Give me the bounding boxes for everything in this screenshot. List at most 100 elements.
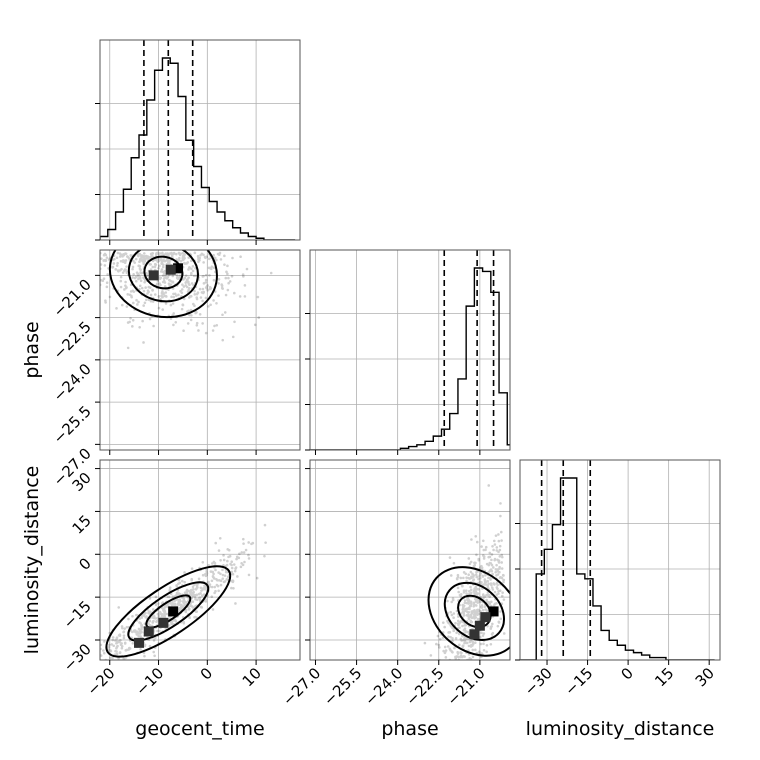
sample-point <box>217 571 220 574</box>
sample-point <box>463 641 466 645</box>
sample-point <box>202 586 206 590</box>
sample-point <box>216 252 220 256</box>
sample-point <box>151 265 155 269</box>
sample-point <box>118 255 122 258</box>
sample-point <box>198 258 201 262</box>
sample-point <box>161 280 165 284</box>
sample-point <box>181 303 185 307</box>
sample-point <box>136 253 140 257</box>
sample-point <box>496 569 499 573</box>
sample-point <box>204 281 208 284</box>
sample-point <box>461 624 464 628</box>
sample-point <box>122 657 126 660</box>
sample-point <box>169 602 172 605</box>
sample-point <box>195 311 198 314</box>
sample-point <box>163 605 167 609</box>
sample-point <box>456 650 459 654</box>
sample-point <box>204 296 208 300</box>
sample-point <box>189 294 193 298</box>
sample-point <box>195 321 199 325</box>
sample-point <box>179 252 182 256</box>
sample-point <box>158 277 162 281</box>
sample-point <box>152 614 156 618</box>
sample-point <box>226 548 230 551</box>
sample-point <box>138 260 141 263</box>
sample-point <box>172 251 176 255</box>
sample-point <box>166 252 170 255</box>
sample-point <box>217 253 221 257</box>
sample-point <box>215 577 218 581</box>
sample-point <box>449 624 453 628</box>
sample-point <box>160 268 164 271</box>
sample-point <box>163 612 166 616</box>
sample-point <box>438 646 441 649</box>
sample-point <box>460 705 463 708</box>
sample-point <box>160 270 163 273</box>
sample-point <box>180 291 184 295</box>
sample-point <box>439 706 442 709</box>
sample-point <box>472 575 475 578</box>
sample-point <box>151 289 154 292</box>
sample-point <box>188 283 191 287</box>
sample-point <box>193 304 196 307</box>
sample-point <box>452 616 455 620</box>
sample-point <box>472 574 475 577</box>
sample-point <box>161 274 165 278</box>
sample-point <box>243 560 246 564</box>
sample-point <box>167 261 171 265</box>
y-tick-label-phase: −21.0 <box>50 275 95 320</box>
sample-point <box>161 295 164 299</box>
sample-point <box>109 649 112 652</box>
sample-point <box>115 641 118 645</box>
sample-point <box>242 275 245 278</box>
x-tick-label-phase: −24.0 <box>361 664 406 709</box>
sample-point <box>263 523 267 527</box>
sample-point <box>452 629 456 632</box>
sample-point <box>95 259 98 262</box>
sample-point <box>229 562 232 566</box>
sample-point <box>208 266 212 270</box>
sample-point <box>167 258 170 262</box>
sample-point <box>170 622 174 625</box>
sample-point <box>251 541 255 545</box>
sample-point <box>467 606 471 610</box>
sample-point <box>466 667 469 670</box>
scatter-points <box>423 484 506 709</box>
sample-point <box>469 619 473 623</box>
sample-point <box>152 639 156 642</box>
sample-point <box>226 288 230 292</box>
sample-point <box>449 635 452 639</box>
sample-point <box>203 584 206 588</box>
sample-point <box>172 292 175 296</box>
sample-point <box>179 599 182 603</box>
sample-point <box>469 604 473 608</box>
sample-point <box>221 338 225 342</box>
sample-point <box>128 646 131 650</box>
sample-point <box>188 266 191 269</box>
sample-point <box>210 579 214 583</box>
sample-point <box>469 615 472 618</box>
sample-point <box>124 286 128 290</box>
sample-point <box>489 568 493 571</box>
sample-point <box>469 588 473 592</box>
sample-point <box>212 266 216 270</box>
sample-point <box>472 613 476 616</box>
sample-point <box>153 654 156 658</box>
sample-point <box>143 254 147 258</box>
sample-point <box>114 649 117 653</box>
sample-point <box>160 261 164 264</box>
sample-point <box>240 561 243 565</box>
sample-point <box>234 566 238 569</box>
sample-point <box>198 287 202 291</box>
sample-point <box>241 273 245 276</box>
sample-point <box>469 585 472 589</box>
sample-point <box>116 641 119 644</box>
sample-point <box>109 649 113 653</box>
sample-point <box>146 256 150 260</box>
sample-point <box>475 570 478 574</box>
sample-point <box>177 293 180 297</box>
sample-point <box>484 608 487 611</box>
sample-point <box>122 657 126 660</box>
sample-point <box>500 561 504 564</box>
sample-point <box>181 254 185 258</box>
